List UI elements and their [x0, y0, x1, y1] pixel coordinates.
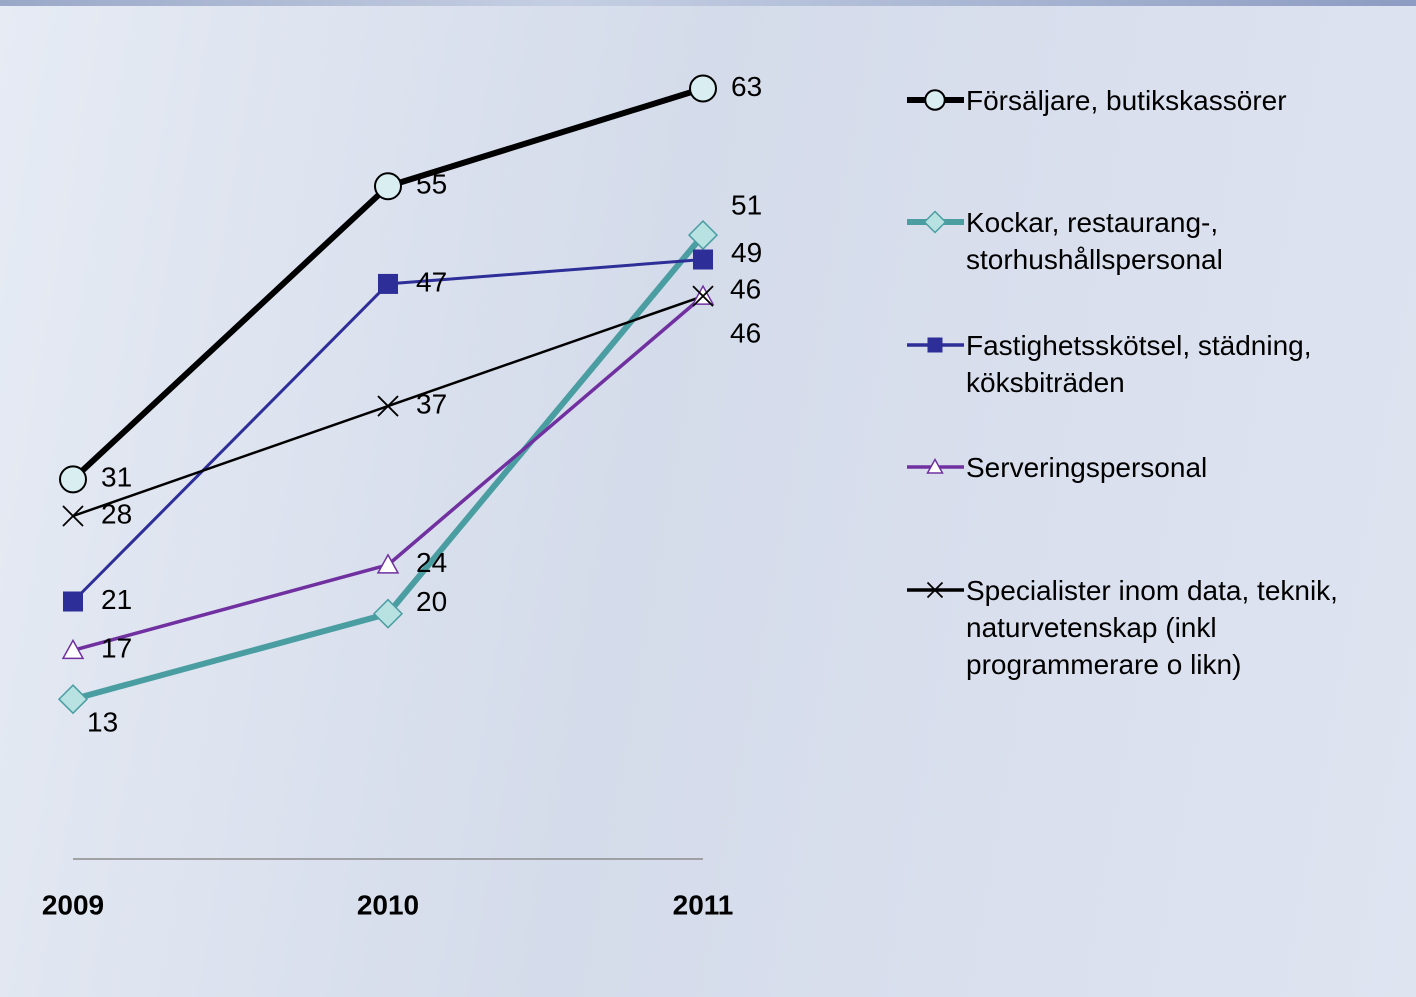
top-bar	[0, 0, 1416, 6]
marker	[926, 581, 944, 599]
data-label: 20	[416, 586, 447, 617]
legend-label: Specialister inom data, teknik, naturvet…	[966, 575, 1338, 680]
marker	[377, 395, 399, 417]
data-label: 47	[416, 266, 447, 297]
legend-label: Försäljare, butikskassörer	[966, 85, 1287, 116]
marker	[687, 220, 719, 251]
x-tick-label: 2009	[42, 889, 104, 920]
data-label: 37	[416, 388, 447, 419]
marker	[923, 210, 947, 234]
series-line	[71, 258, 704, 603]
x-tick-label: 2010	[357, 889, 419, 920]
legend-label: Kockar, restaurang-, storhushållspersona…	[966, 207, 1223, 275]
legend-label: Fastighetsskötsel, städning, köksbiträde…	[966, 330, 1312, 398]
data-label: 21	[101, 584, 132, 615]
marker	[689, 74, 717, 103]
marker	[692, 285, 714, 307]
data-label: 28	[101, 498, 132, 529]
data-label: 46	[730, 318, 761, 349]
legend-label: Serveringspersonal	[966, 452, 1208, 483]
marker	[59, 465, 87, 494]
data-label: 31	[101, 462, 132, 493]
data-label: 17	[101, 633, 132, 664]
data-label: 13	[87, 707, 118, 738]
marker	[57, 684, 89, 715]
marker	[924, 89, 946, 111]
data-label: 51	[731, 189, 762, 220]
data-label: 24	[416, 547, 447, 578]
x-tick-label: 2011	[673, 889, 734, 920]
marker	[62, 505, 84, 527]
data-label: 55	[416, 169, 447, 200]
marker	[61, 638, 85, 660]
series-line	[72, 233, 706, 703]
marker	[372, 598, 404, 629]
marker	[376, 553, 400, 574]
marker	[926, 457, 944, 474]
marker	[378, 273, 398, 294]
marker	[63, 591, 83, 612]
marker	[693, 249, 713, 270]
data-label: 46	[730, 274, 761, 305]
data-label: 63	[731, 71, 762, 102]
marker	[927, 337, 943, 353]
data-label: 49	[731, 237, 762, 268]
marker	[374, 172, 402, 201]
